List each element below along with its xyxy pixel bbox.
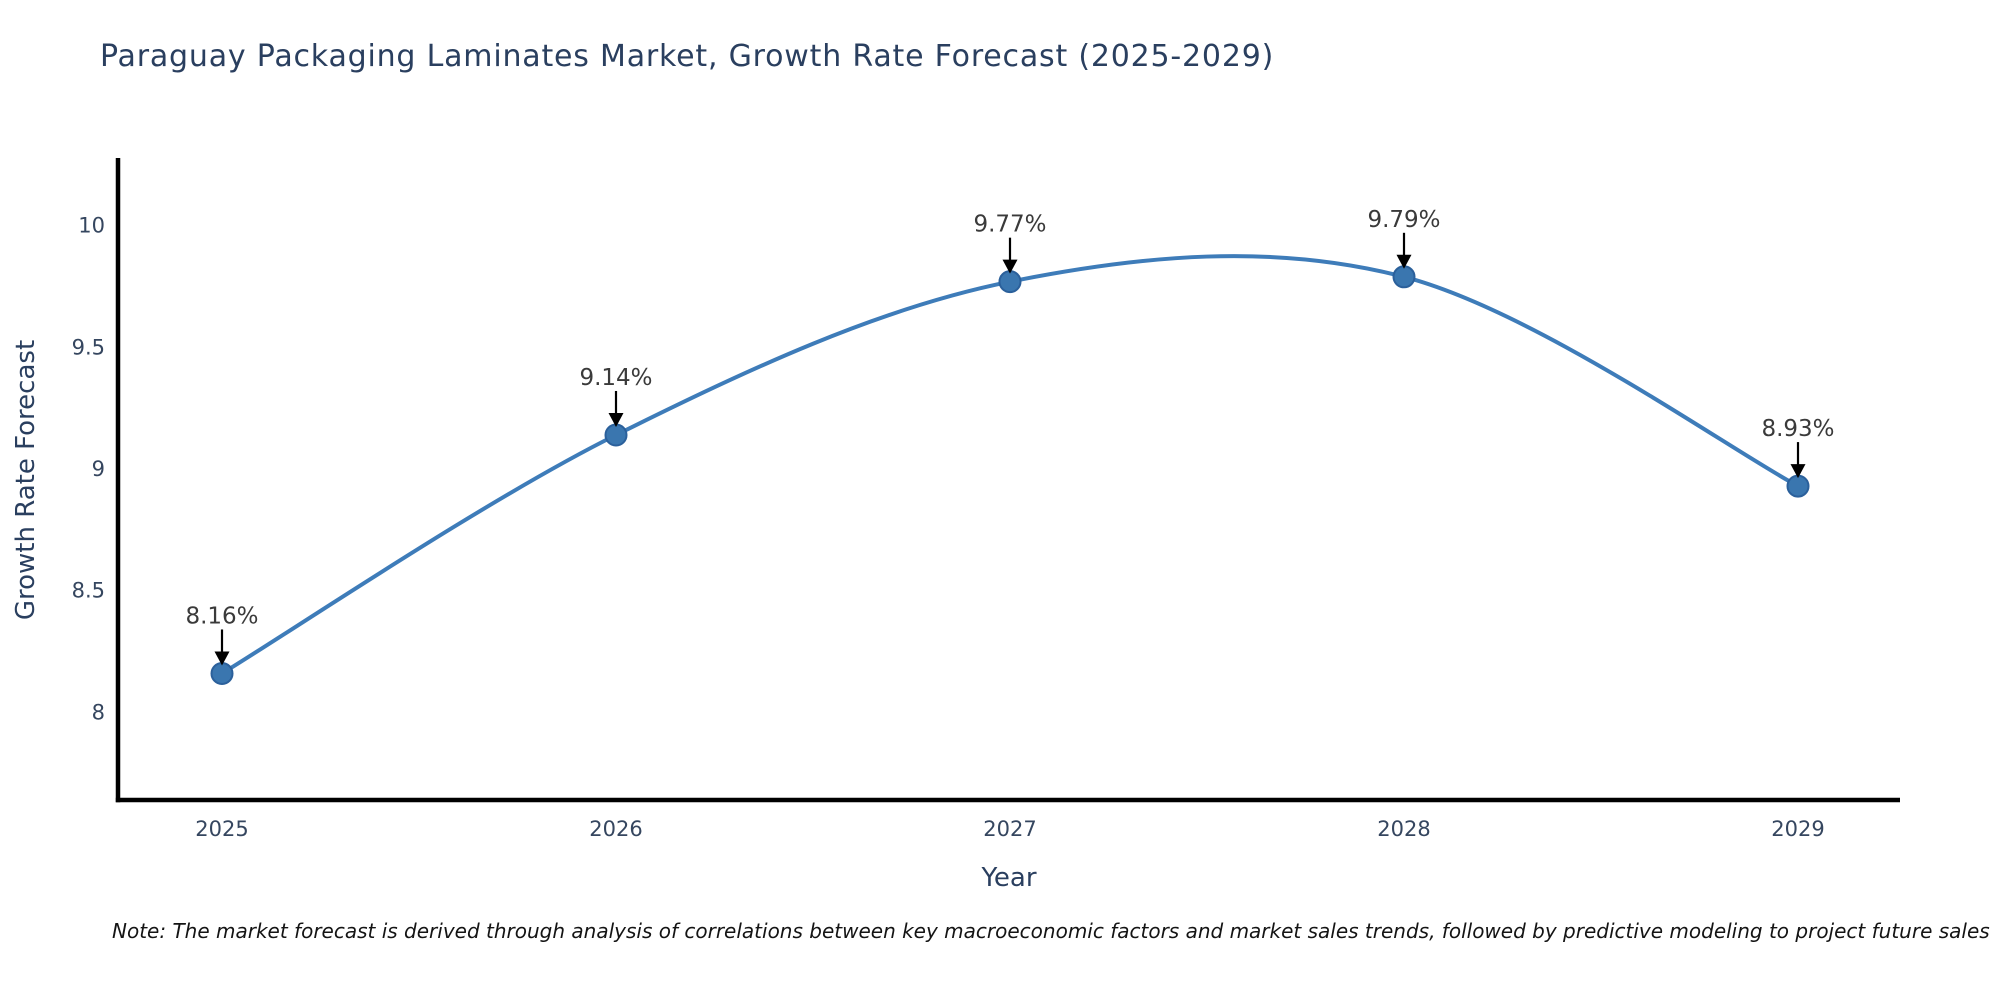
data-point-label: 8.93% <box>1761 416 1834 442</box>
y-tick-label: 8.5 <box>72 579 105 603</box>
x-axis-title: Year <box>980 863 1036 893</box>
data-point-marker <box>604 423 628 447</box>
footnote: Note: The market forecast is derived thr… <box>112 919 1990 943</box>
line-series <box>220 254 1800 676</box>
annotation-arrowhead <box>1002 259 1018 274</box>
data-point-marker <box>1786 474 1810 498</box>
data-point-label: 9.79% <box>1367 207 1440 233</box>
annotation-arrowhead <box>1790 464 1806 479</box>
x-tick-label: 2028 <box>1377 817 1430 841</box>
y-tick-label: 8 <box>92 700 105 724</box>
x-tick-label: 2025 <box>195 817 248 841</box>
annotation-arrowhead <box>214 651 230 666</box>
x-tick-label: 2027 <box>983 817 1036 841</box>
plot-area: 8 8.5 9 9.5 10 2025 2026 2027 2028 2029 8.16% 9.14%… <box>72 158 1900 841</box>
y-tick-label: 9.5 <box>72 335 105 359</box>
y-tick-label: 10 <box>78 214 105 238</box>
chart-title: Paraguay Packaging Laminates Market, Gro… <box>100 39 1274 74</box>
y-axis-title: Growth Rate Forecast <box>11 340 41 620</box>
data-point-marker <box>998 270 1022 294</box>
annotation-arrowhead <box>608 412 624 427</box>
data-point-label: 8.16% <box>185 603 258 629</box>
data-point-label: 9.77% <box>973 212 1046 238</box>
data-point-marker <box>210 661 234 685</box>
x-tick-label: 2026 <box>589 817 642 841</box>
y-tick-label: 9 <box>92 457 105 481</box>
data-point-label: 9.14% <box>579 365 652 391</box>
data-point-marker <box>1392 265 1416 289</box>
x-tick-label: 2029 <box>1771 817 1824 841</box>
annotation-arrowhead <box>1396 254 1412 269</box>
